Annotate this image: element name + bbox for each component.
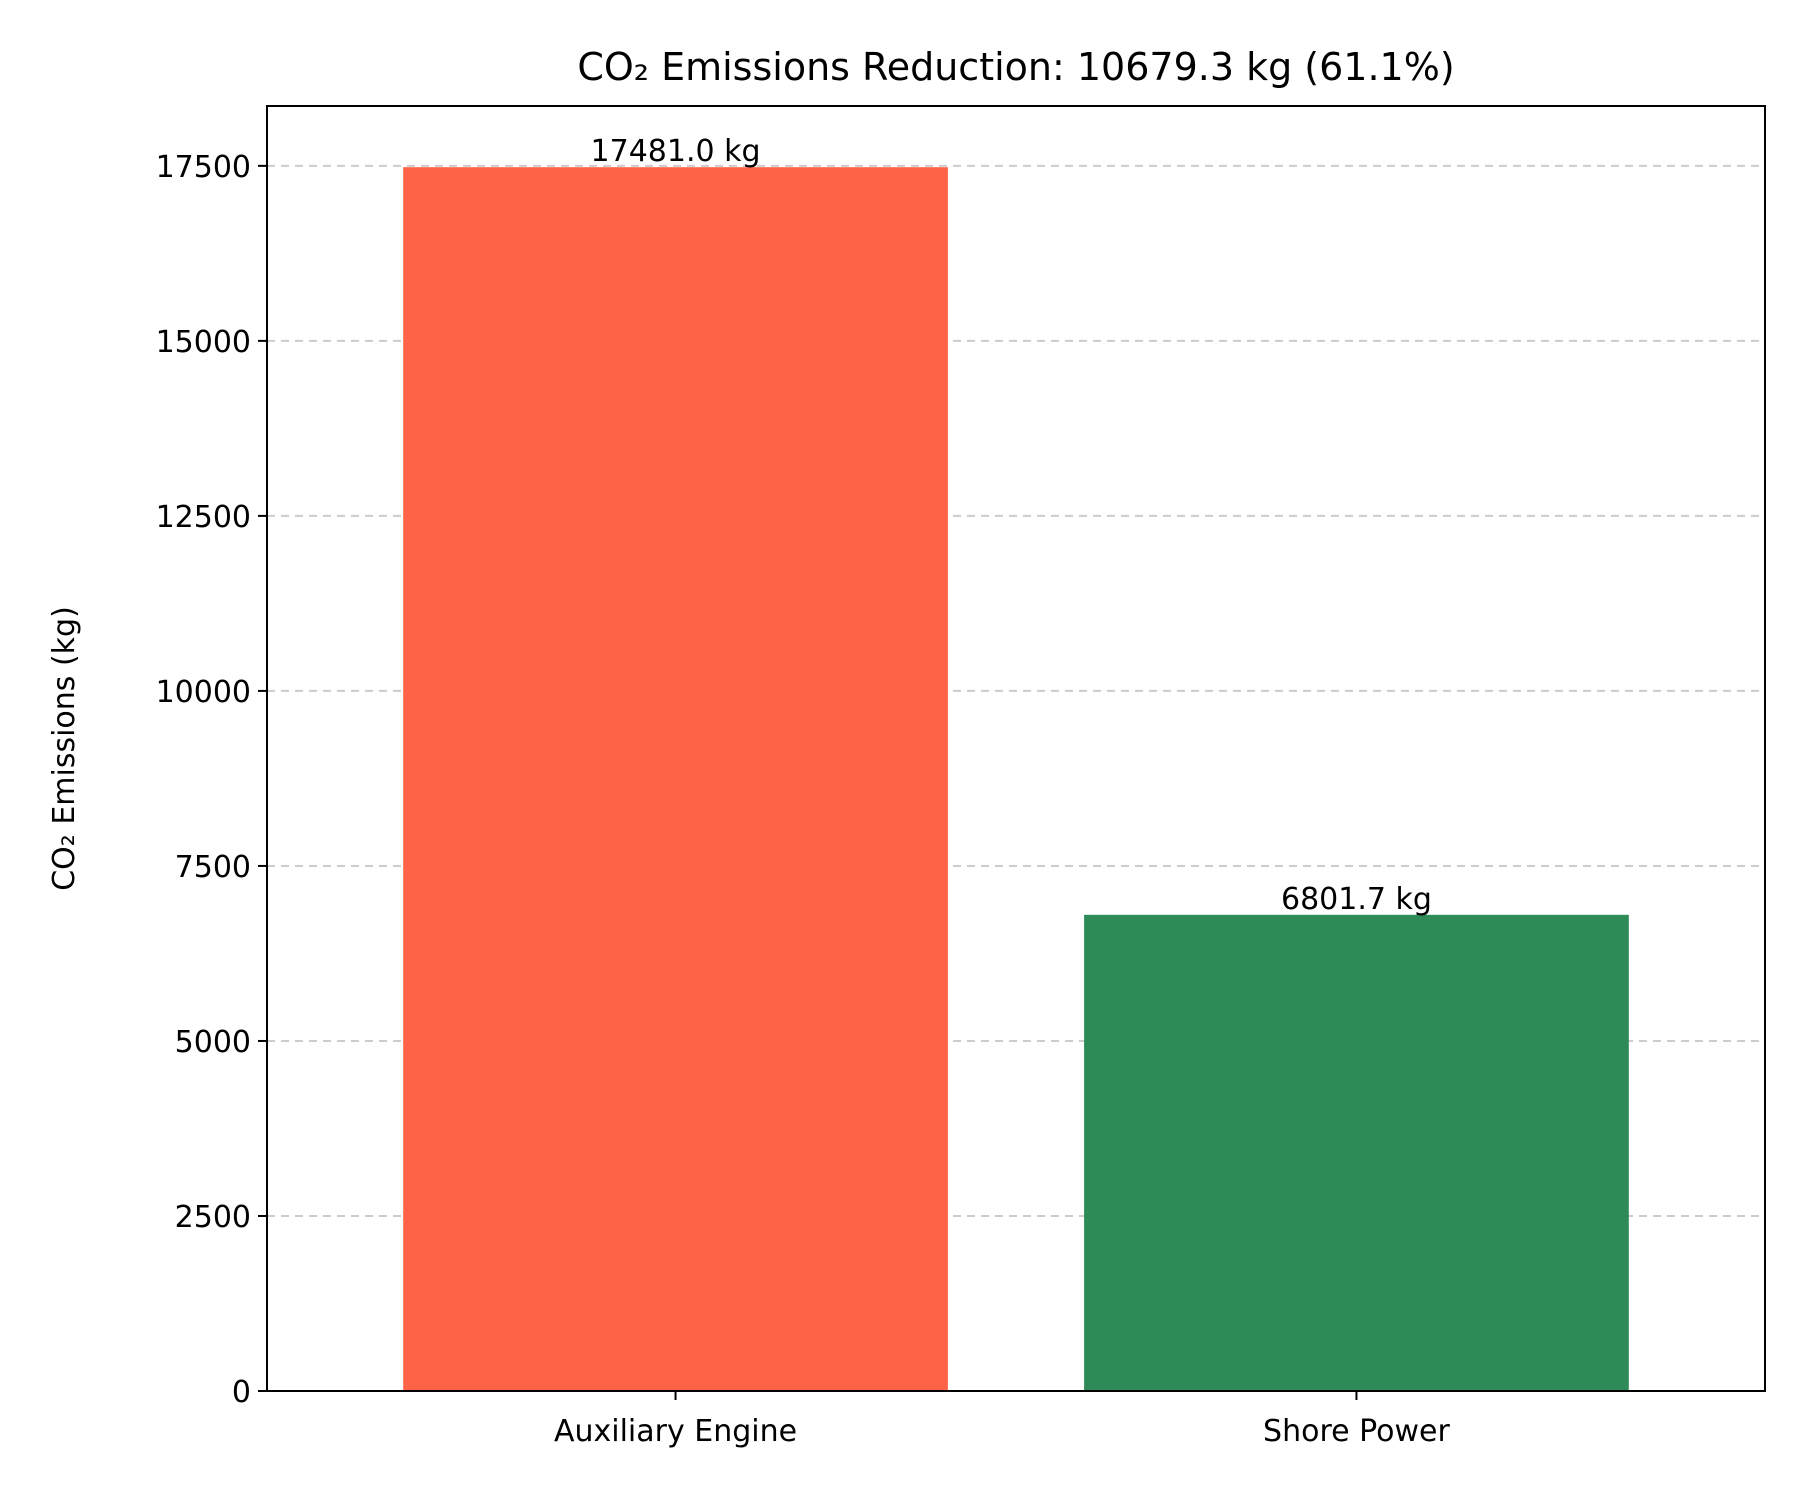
y-tick-label: 2500 [175, 1200, 251, 1235]
y-axis-label: CO₂ Emissions (kg) [47, 606, 82, 891]
y-axis-ticks: 0 2500 5000 7500 10000 12500 15000 17500 [156, 150, 267, 1410]
y-tick-label: 10000 [156, 675, 251, 710]
y-tick-label: 15000 [156, 325, 251, 360]
y-tick-label: 17500 [156, 150, 251, 185]
plot-frame [266, 105, 1766, 1392]
x-axis-ticks: Auxiliary Engine Shore Power [554, 1391, 1451, 1449]
bar-auxiliary-engine [403, 167, 948, 1392]
x-tick-label: Auxiliary Engine [554, 1414, 797, 1449]
y-tick-label: 7500 [175, 850, 251, 885]
bars [403, 167, 1629, 1392]
y-tick-label: 5000 [175, 1025, 251, 1060]
y-tick-label: 12500 [156, 500, 251, 535]
data-labels: 17481.0 kg 6801.7 kg [591, 134, 1432, 917]
y-tick-label: 0 [232, 1375, 251, 1410]
chart-title: CO₂ Emissions Reduction: 10679.3 kg (61.… [577, 45, 1454, 89]
bar-value-label: 17481.0 kg [591, 134, 761, 169]
x-tick-label: Shore Power [1263, 1414, 1450, 1449]
bar-value-label: 6801.7 kg [1281, 882, 1432, 917]
bar-shore-power [1084, 914, 1629, 1391]
